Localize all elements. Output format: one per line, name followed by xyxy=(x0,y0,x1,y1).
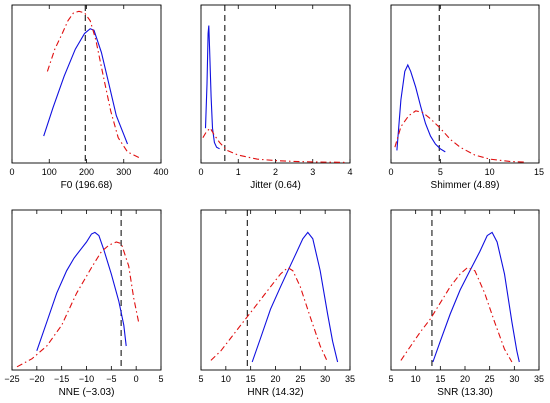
subplot-1: 0 100 200 300 400 F0 (196.68) xyxy=(9,4,169,191)
x-axis-label-nne-3-03: NNE (−3.03) xyxy=(59,387,115,398)
subplot-3: 0 5 10 15 Shimmer (4.89) xyxy=(388,4,544,191)
density-curve-2 xyxy=(202,127,347,163)
x-tick-label: 10 xyxy=(485,167,495,177)
x-tick-label: −25 xyxy=(4,374,19,384)
x-axis-label-jitter-0-64: Jitter (0.64) xyxy=(250,180,301,191)
x-tick-label: 1 xyxy=(236,167,241,177)
x-tick-label: 0 xyxy=(388,167,393,177)
density-curve-2 xyxy=(210,266,329,363)
x-tick-label: 100 xyxy=(42,167,57,177)
plot-frame xyxy=(11,209,162,371)
subplot-6: 5 10 15 20 25 30 35 SNR (13.30) xyxy=(388,209,544,398)
density-curve-2 xyxy=(46,10,141,159)
density-curve-1 xyxy=(43,28,129,145)
density-curve-1 xyxy=(432,231,520,363)
x-tick-label: 0 xyxy=(198,167,203,177)
x-tick-label: 25 xyxy=(295,374,305,384)
x-tick-label: 15 xyxy=(534,167,544,177)
plot-frame xyxy=(390,209,540,371)
x-tick-label: 25 xyxy=(485,374,495,384)
x-tick-label: 35 xyxy=(534,374,544,384)
x-tick-label: 5 xyxy=(388,374,393,384)
x-tick-label: 20 xyxy=(460,374,470,384)
x-axis-label-hnr-14-32: HNR (14.32) xyxy=(247,387,303,398)
x-tick-label: 10 xyxy=(411,374,421,384)
plot-frame xyxy=(200,4,351,164)
x-tick-label: 4 xyxy=(347,167,352,177)
x-tick-label: −10 xyxy=(79,374,94,384)
plot-frame xyxy=(200,209,351,371)
density-curve-1 xyxy=(251,231,339,363)
subplot-4: −25 −20 −15 −10 −5 0 5 NNE (−3.03) xyxy=(4,209,164,398)
subplot-2: 0 1 2 3 4 Jitter (0.64) xyxy=(198,4,353,191)
x-tick-label: 35 xyxy=(345,374,355,384)
x-tick-label: 0 xyxy=(9,167,14,177)
x-tick-label: 30 xyxy=(509,374,519,384)
x-tick-label: −5 xyxy=(106,374,116,384)
plot-frame xyxy=(11,4,162,164)
x-axis-label-f0-196-68: F0 (196.68) xyxy=(61,180,113,191)
x-axis-label-snr-13-30: SNR (13.30) xyxy=(437,387,493,398)
x-tick-label: 200 xyxy=(79,167,94,177)
x-tick-label: 15 xyxy=(246,374,256,384)
x-tick-label: 0 xyxy=(134,374,139,384)
x-tick-label: 30 xyxy=(320,374,330,384)
x-tick-label: 5 xyxy=(198,374,203,384)
density-curve-1 xyxy=(396,63,446,153)
x-tick-label: 10 xyxy=(221,374,231,384)
x-tick-label: 5 xyxy=(438,167,443,177)
x-tick-label: 300 xyxy=(116,167,131,177)
x-tick-label: 5 xyxy=(158,374,163,384)
density-curve-2 xyxy=(16,241,140,368)
subplot-5: 5 10 15 20 25 30 35 HNR (14.32) xyxy=(198,209,355,398)
x-tick-label: −20 xyxy=(29,374,44,384)
x-axis-label-shimmer-4-89: Shimmer (4.89) xyxy=(431,180,500,191)
x-tick-label: 2 xyxy=(273,167,278,177)
x-tick-label: 15 xyxy=(435,374,445,384)
x-tick-label: 3 xyxy=(310,167,315,177)
x-tick-label: −15 xyxy=(54,374,69,384)
plot-frame xyxy=(390,4,540,164)
density-curve-1 xyxy=(36,231,127,351)
x-tick-label: 20 xyxy=(270,374,280,384)
density-curve-1 xyxy=(204,25,220,150)
density-curve-2 xyxy=(400,266,513,363)
x-tick-label: 400 xyxy=(153,167,168,177)
